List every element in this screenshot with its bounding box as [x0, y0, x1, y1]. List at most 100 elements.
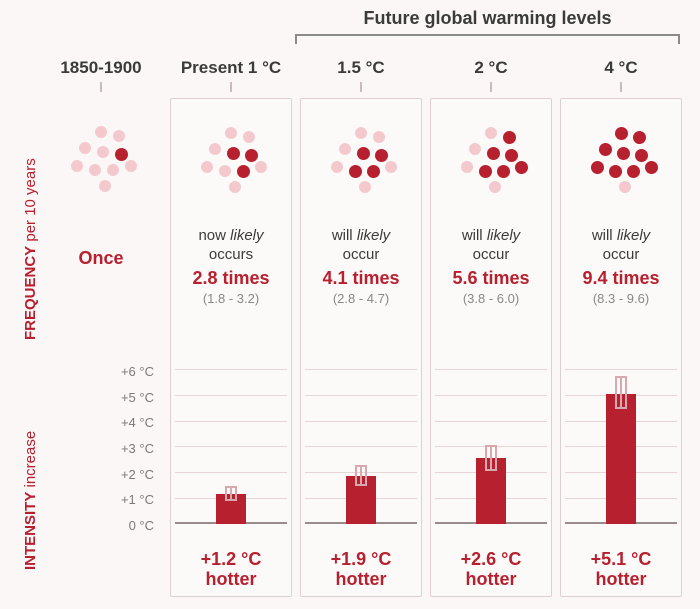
frequency-dots	[191, 121, 271, 201]
column-w4: 4 °Cwill likelyoccur9.4 times(8.3 - 9.6)…	[560, 46, 682, 597]
frequency-label-sub: per 10 years	[22, 158, 39, 246]
freq-times: 2.8 times	[192, 267, 269, 290]
y-tick-label: +2 °C	[121, 467, 154, 482]
event-dot-inactive	[255, 161, 267, 173]
column-header: 1.5 °C	[337, 46, 384, 78]
event-dot-inactive	[201, 161, 213, 173]
y-tick-label: +6 °C	[121, 364, 154, 379]
event-dot-inactive	[359, 181, 371, 193]
freq-range: (8.3 - 9.6)	[582, 291, 659, 307]
event-dot-active	[645, 161, 658, 174]
frequency-axis-label: FREQUENCY per 10 years	[22, 158, 39, 340]
freq-likely: likely	[230, 227, 263, 244]
intensity-chart-cell: 0 °C+1 °C+2 °C+3 °C+4 °C+5 °C+6 °C	[44, 371, 158, 547]
event-dot-inactive	[97, 146, 109, 158]
header-tick	[490, 82, 492, 92]
intensity-axis-label: INTENSITY increase	[22, 431, 39, 570]
event-dot-inactive	[219, 165, 231, 177]
intensity-chart-cell	[435, 370, 547, 546]
hotter-sub: hotter	[201, 570, 262, 590]
freq-pre: will	[332, 227, 357, 244]
frequency-dots	[321, 121, 401, 201]
intensity-value-label: +2.6 °Chotter	[461, 550, 522, 590]
event-dot-active	[357, 147, 370, 160]
frequency-text: will likelyoccur4.1 times(2.8 - 4.7)	[322, 227, 399, 307]
freq-range: (2.8 - 4.7)	[322, 291, 399, 307]
freq-post: occur	[343, 246, 380, 263]
event-dot-active	[505, 149, 518, 162]
event-dot-active	[479, 165, 492, 178]
event-dot-inactive	[125, 160, 137, 172]
event-dot-inactive	[385, 161, 397, 173]
event-dot-active	[503, 131, 516, 144]
event-dot-active	[227, 147, 240, 160]
event-dot-inactive	[113, 130, 125, 142]
freq-times: 5.6 times	[452, 267, 529, 290]
freq-times: 9.4 times	[582, 267, 659, 290]
y-tick-label: +4 °C	[121, 415, 154, 430]
intensity-label-sub: increase	[22, 431, 39, 492]
hotter-sub: hotter	[591, 570, 652, 590]
event-dot-active	[245, 149, 258, 162]
event-dot-inactive	[489, 181, 501, 193]
intensity-bar	[346, 476, 376, 525]
frequency-dots	[61, 120, 141, 200]
event-dot-active	[599, 143, 612, 156]
event-dot-inactive	[229, 181, 241, 193]
intensity-chart-cell	[305, 370, 417, 546]
header-tick	[620, 82, 622, 92]
event-dot-inactive	[485, 127, 497, 139]
freq-times: 4.1 times	[322, 267, 399, 290]
event-dot-inactive	[79, 142, 91, 154]
hotter-sub: hotter	[331, 570, 392, 590]
column-header: Present 1 °C	[181, 46, 281, 78]
freq-likely: likely	[487, 227, 520, 244]
event-dot-inactive	[355, 127, 367, 139]
event-dot-active	[367, 165, 380, 178]
frequency-label-bold: FREQUENCY	[22, 246, 39, 340]
intensity-value-label: +1.9 °Chotter	[331, 550, 392, 590]
event-dot-active	[487, 147, 500, 160]
event-dot-inactive	[209, 143, 221, 155]
column-present: Present 1 °C now likelyoccurs2.8 times(1.…	[170, 46, 292, 597]
column-header: 1850-1900	[60, 46, 141, 78]
frequency-text: now likelyoccurs2.8 times(1.8 - 3.2)	[192, 227, 269, 307]
freq-post: occur	[603, 246, 640, 263]
column-panel: will likelyoccur9.4 times(8.3 - 9.6)+5.1…	[560, 98, 682, 597]
hotter-value: +1.9 °C	[331, 549, 392, 569]
intensity-bar	[216, 494, 246, 525]
future-warming-heading: Future global warming levels	[295, 8, 680, 29]
column-header: 2 °C	[474, 46, 507, 78]
y-tick-label: +1 °C	[121, 492, 154, 507]
column-panel: Once0 °C+1 °C+2 °C+3 °C+4 °C+5 °C+6 °C	[40, 98, 162, 597]
hotter-value: +2.6 °C	[461, 549, 522, 569]
intensity-value-label: +1.2 °Chotter	[201, 550, 262, 590]
event-dot-inactive	[99, 180, 111, 192]
event-dot-active	[515, 161, 528, 174]
frequency-dots	[451, 121, 531, 201]
columns-container: 1850-1900Once0 °C+1 °C+2 °C+3 °C+4 °C+5 …	[40, 46, 682, 597]
column-panel: will likely occur 5.6 times(3.8 - 6.0) +2.6…	[430, 98, 552, 597]
freq-post: occur	[473, 246, 510, 263]
event-dot-active	[633, 131, 646, 144]
event-dot-inactive	[619, 181, 631, 193]
event-dot-inactive	[339, 143, 351, 155]
frequency-dots	[581, 121, 661, 201]
freq-range: (3.8 - 6.0)	[452, 291, 529, 307]
column-panel: now likelyoccurs2.8 times(1.8 - 3.2) +1.2…	[170, 98, 292, 597]
y-tick-label: 0 °C	[129, 518, 154, 533]
event-dot-active	[591, 161, 604, 174]
column-header: 4 °C	[604, 46, 637, 78]
event-dot-inactive	[243, 131, 255, 143]
event-dot-inactive	[71, 160, 83, 172]
freq-pre: will	[592, 227, 617, 244]
event-dot-active	[615, 127, 628, 140]
freq-pre: will	[462, 227, 487, 244]
freq-range: (1.8 - 3.2)	[192, 291, 269, 307]
event-dot-active	[627, 165, 640, 178]
hotter-value: +1.2 °C	[201, 549, 262, 569]
y-tick-label: +3 °C	[121, 441, 154, 456]
intensity-bar	[606, 394, 636, 525]
event-dot-inactive	[89, 164, 101, 176]
frequency-text: will likelyoccur9.4 times(8.3 - 9.6)	[582, 227, 659, 307]
